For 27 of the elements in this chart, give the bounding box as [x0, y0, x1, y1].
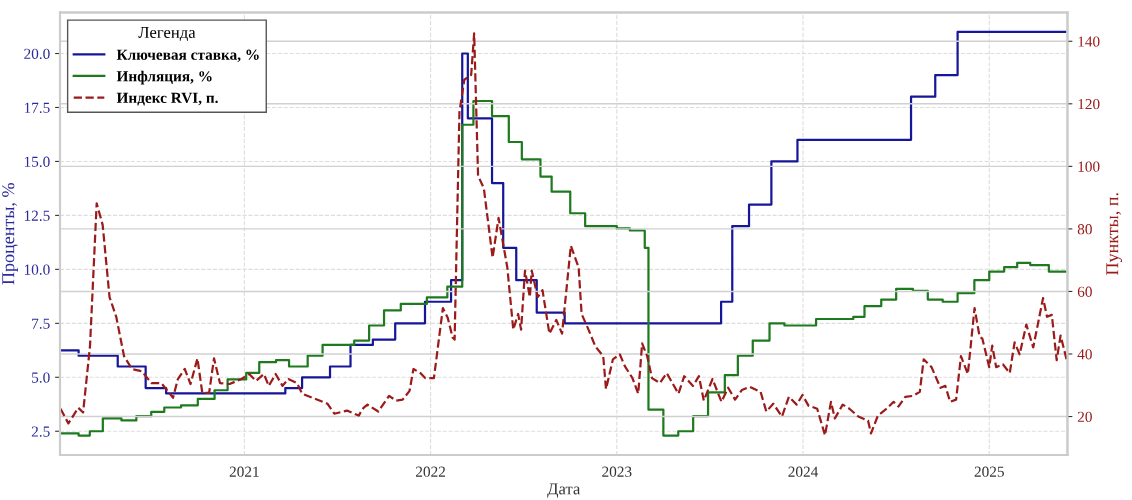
y2-tick-label: 60 [1077, 286, 1092, 297]
x-tick-label: 2024 [788, 466, 819, 477]
y-tick-label: 2.5 [31, 426, 50, 437]
y-axis-title: Проценты, % [2, 183, 18, 285]
y2-tick-label: 40 [1077, 349, 1092, 360]
y2-tick-label: 20 [1077, 411, 1092, 422]
y2-axis-title: Пункты, п. [1106, 193, 1123, 275]
y2-tick-label: 80 [1077, 224, 1092, 235]
y-tick-label: 7.5 [32, 318, 50, 329]
legend-label: Инфляция, % [116, 70, 212, 85]
y-tick-label: 5.0 [32, 372, 50, 383]
x-axis-title: Дата [547, 483, 581, 498]
y2-tick-label: 140 [1078, 36, 1100, 47]
legend-label: Индекс RVI, п. [116, 92, 218, 106]
x-tick-label: 2023 [602, 466, 632, 477]
legend-title: Легенда [138, 26, 196, 42]
y-tick-label: 15.0 [24, 156, 50, 167]
x-tick-label: 2025 [974, 466, 1004, 477]
y-tick-label: 17.5 [24, 102, 50, 113]
legend-label: Ключевая ставка, % [116, 49, 259, 63]
x-tick-label: 2022 [415, 466, 446, 477]
y-tick-label: 10.0 [24, 264, 50, 275]
y-tick-label: 12.5 [24, 210, 50, 221]
y2-tick-label: 100 [1078, 161, 1100, 172]
y-tick-label: 20.0 [24, 48, 50, 60]
y2-tick-label: 120 [1078, 98, 1100, 110]
x-tick-label: 2021 [229, 466, 259, 477]
